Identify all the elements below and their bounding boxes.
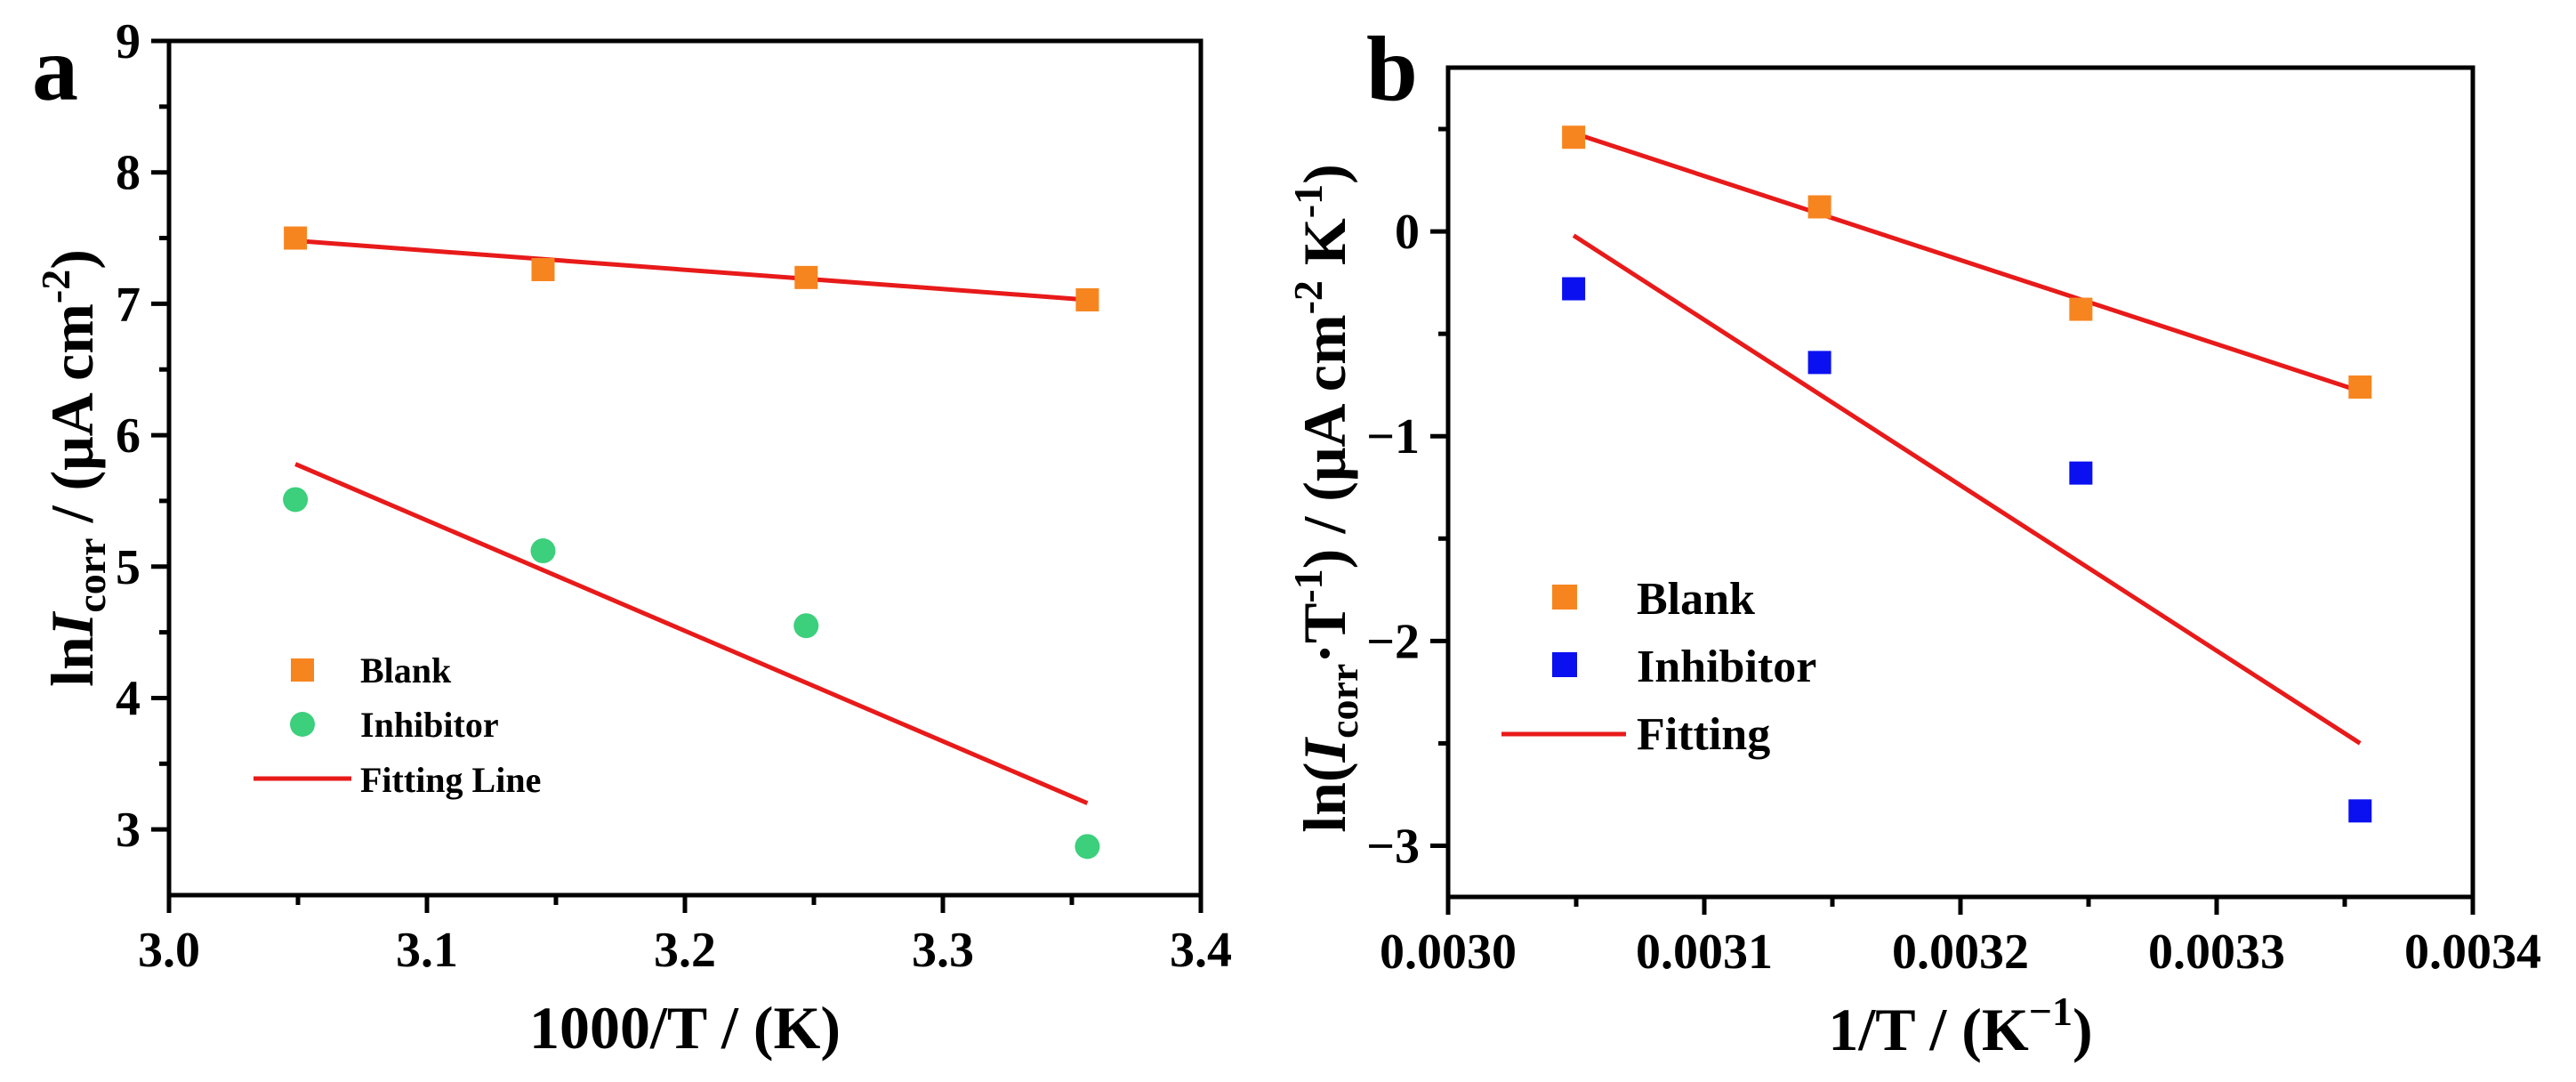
panel-a-plot-frame [166, 38, 1203, 898]
panel-a-label: a [32, 18, 78, 120]
legend-label-inhibitor: Inhibitor [360, 705, 499, 745]
legend-label-fit: Fitting [1637, 709, 1770, 760]
point-blank-3 [794, 265, 818, 289]
panel-b-plot-frame [1445, 65, 2475, 900]
legend-marker-blank [1552, 585, 1577, 610]
y-tick-label: 0 [1395, 205, 1420, 260]
point-inhibitor-3 [2069, 461, 2093, 485]
point-inhibitor-2 [1807, 351, 1831, 375]
fit-line-1 [294, 238, 1088, 303]
x-tick-label: 3.4 [1170, 923, 1232, 978]
y-tick-label: −3 [1366, 819, 1420, 874]
panel-b-ticks [1430, 126, 2475, 915]
fit-line-1 [1573, 131, 2362, 393]
x-tick-label: 3.0 [138, 923, 200, 978]
panel-a-x-tick-labels: 3.0 3.1 3.2 3.3 3.4 [138, 923, 1232, 978]
panel-b: b 0.0030 0.0031 0.0032 0.0033 0.0034 −3 −2 −1 0… [1285, 18, 2541, 1063]
y-tick-label: 3 [116, 803, 141, 858]
panel-b-x-axis-title: 1/T / (K−1) [1828, 989, 2092, 1063]
panel-a-fit-lines [294, 238, 1089, 805]
y-tick-label: 6 [116, 408, 141, 464]
point-inhibitor-2 [530, 538, 556, 564]
legend-marker-inhibitor [290, 712, 315, 737]
panel-b-fit-lines [1572, 131, 2362, 746]
panel-b-points [1562, 125, 2372, 823]
panel-a-points [283, 226, 1100, 860]
y-tick-label: 4 [116, 671, 141, 726]
x-tick-label: 0.0031 [1636, 925, 1773, 980]
y-tick-label: −1 [1366, 409, 1420, 464]
point-blank-1 [1562, 125, 1586, 149]
panel-a-x-axis-title: 1000/T / (K) [529, 994, 841, 1062]
point-blank-4 [1075, 287, 1099, 311]
legend-label-blank: Blank [360, 650, 452, 690]
x-tick-label: 0.0032 [1892, 925, 2029, 980]
x-tick-label: 0.0034 [2404, 925, 2541, 980]
point-blank-2 [1807, 195, 1831, 219]
legend-label-fit: Fitting Line [360, 760, 541, 800]
point-blank-4 [2348, 375, 2372, 399]
point-inhibitor-1 [1562, 277, 1586, 301]
panel-b-x-tick-labels: 0.0030 0.0031 0.0032 0.0033 0.0034 [1380, 925, 2541, 980]
panel-b-y-axis-title: ln(Icorr·T-1) / (μA cm-2 K-1) [1285, 164, 1366, 833]
point-blank-2 [531, 257, 555, 281]
point-blank-3 [2069, 297, 2093, 321]
legend-marker-blank [291, 658, 314, 682]
point-inhibitor-1 [283, 487, 309, 513]
y-tick-label: 5 [116, 540, 141, 595]
y-tick-label: 9 [116, 14, 141, 69]
x-tick-label: 0.0033 [2148, 925, 2285, 980]
x-tick-label: 3.2 [654, 923, 716, 978]
x-tick-label: 3.3 [912, 923, 974, 978]
y-tick-label: 7 [116, 277, 141, 332]
panel-a-y-axis-title: lnIcorr / (μA cm-2) [33, 249, 114, 687]
panel-a-legend: Blank Inhibitor Fitting Line [254, 650, 541, 800]
legend-label-blank: Blank [1637, 574, 1755, 625]
panel-b-legend: Blank Inhibitor Fitting [1501, 574, 1816, 760]
point-inhibitor-4 [2348, 799, 2372, 823]
fit-line-2 [294, 462, 1089, 805]
panel-b-label: b [1366, 18, 1418, 120]
y-tick-label: 8 [116, 146, 141, 201]
panel-b-y-tick-labels: −3 −2 −1 0 [1366, 205, 1420, 874]
x-tick-label: 3.1 [396, 923, 458, 978]
panel-a: a 3.0 3.1 3.2 3.3 3.4 3 4 5 6 7 8 9 1000/T / (K) l… [32, 14, 1232, 1062]
legend-label-inhibitor: Inhibitor [1637, 642, 1816, 692]
panel-a-y-tick-labels: 3 4 5 6 7 8 9 [116, 14, 141, 858]
point-blank-1 [284, 226, 308, 250]
y-tick-label: −2 [1366, 614, 1420, 669]
fit-line-2 [1572, 233, 2362, 746]
point-inhibitor-4 [1075, 834, 1100, 860]
point-inhibitor-3 [793, 613, 819, 639]
legend-marker-inhibitor [1552, 652, 1577, 677]
x-tick-label: 0.0030 [1380, 925, 1517, 980]
